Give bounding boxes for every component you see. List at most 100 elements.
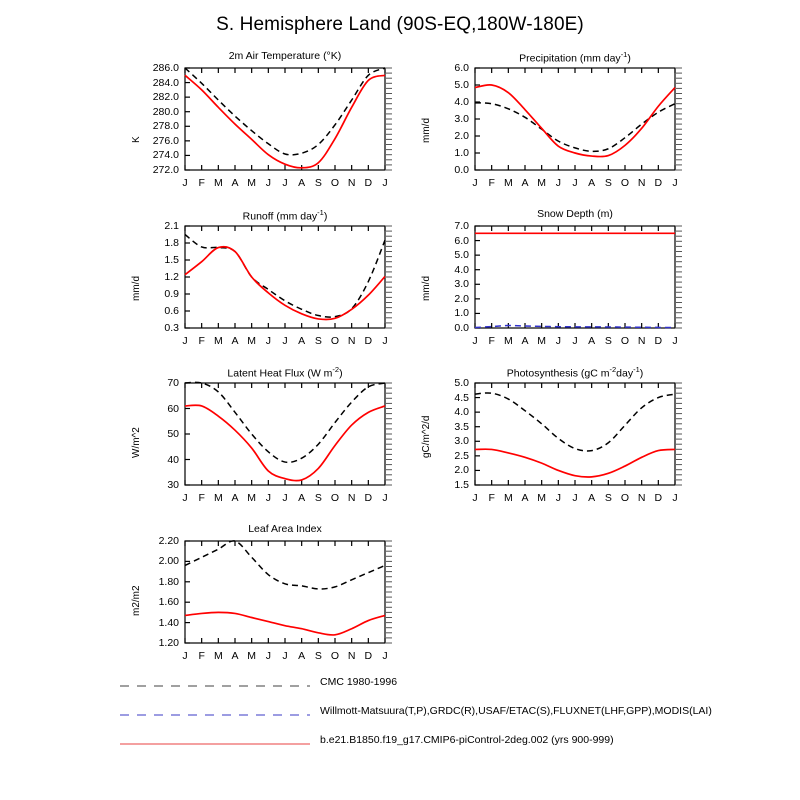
x-tick-label-month: M bbox=[503, 335, 513, 347]
x-tick-label-month: N bbox=[347, 492, 356, 504]
y-tick-label: 4.0 bbox=[454, 96, 469, 108]
plot-area-leaf-area-index bbox=[184, 540, 392, 644]
x-tick-label-month: N bbox=[347, 650, 356, 662]
x-tick-label-month: A bbox=[521, 335, 529, 347]
y-axis-label-latent-heat-flux: W/m^2 bbox=[131, 427, 142, 458]
page-title: S. Hemisphere Land (90S-EQ,180W-180E) bbox=[216, 14, 584, 35]
x-tick-label-month: J bbox=[265, 650, 271, 662]
x-tick-label-month: O bbox=[330, 335, 340, 347]
x-tick-label-month: O bbox=[330, 177, 340, 189]
plot-frame bbox=[474, 225, 676, 329]
x-tick-label-month: J bbox=[282, 492, 288, 504]
y-tick-label: 4.0 bbox=[454, 406, 469, 419]
x-tick-label-month: J bbox=[472, 492, 478, 504]
series-line-observation bbox=[474, 102, 676, 153]
x-tick-label-month: N bbox=[347, 335, 356, 347]
y-tick-label: 70 bbox=[167, 377, 179, 389]
x-tick-label-month: A bbox=[298, 335, 306, 347]
y-tick-label: 1.5 bbox=[454, 479, 469, 491]
y-tick-label: 274.0 bbox=[152, 149, 179, 162]
x-tick-label-month: J bbox=[555, 335, 561, 347]
x-tick-label-month: J bbox=[472, 335, 478, 347]
x-tick-label-month: N bbox=[347, 177, 356, 189]
plot-area-latent-heat-flux bbox=[184, 381, 392, 486]
x-tick-label-month: J bbox=[282, 650, 288, 662]
x-tick-label-month: M bbox=[213, 492, 223, 504]
x-tick-label-month: S bbox=[314, 177, 322, 189]
x-tick-label-month: M bbox=[503, 492, 513, 504]
x-tick-label-month: M bbox=[247, 335, 257, 347]
panel-title-precipitation: Precipitation (mm day-1) bbox=[519, 50, 631, 65]
x-tick-label-month: A bbox=[231, 335, 239, 347]
x-tick-label-month: J bbox=[265, 492, 271, 504]
x-tick-label-month: A bbox=[588, 177, 596, 189]
x-tick-label-month: J bbox=[382, 335, 388, 347]
y-tick-label: 0.6 bbox=[164, 305, 179, 317]
panel-title-photosynthesis: Photosynthesis (gC m-2day-1) bbox=[506, 365, 644, 380]
x-tick-label-month: J bbox=[182, 492, 188, 504]
y-tick-label: 6.0 bbox=[454, 234, 469, 247]
legend: CMC 1980-1996 Willmott-Matsuura(T,P),GRDC… bbox=[0, 676, 800, 763]
panel-runoff: Runoff (mm day-1) 0.3 0.6 0.9 1.2 1.5 1.8 2.1 mm… bbox=[125, 208, 400, 350]
panel-leaf-area-index: Leaf Area Index 1.20 1.40 1.60 1.80 2.00 2.20 m… bbox=[125, 523, 400, 665]
x-tick-label-month: A bbox=[298, 492, 306, 504]
x-tick-label-month: J bbox=[282, 177, 288, 189]
x-tick-label-month: J bbox=[265, 335, 271, 347]
x-tick-label-month: J bbox=[182, 177, 188, 189]
x-tick-label-month: M bbox=[213, 650, 223, 662]
x-tick-label-month: J bbox=[555, 492, 561, 504]
x-tick-label-month: N bbox=[637, 335, 646, 347]
x-tick-label-month: A bbox=[521, 492, 529, 504]
x-tick-label-month: A bbox=[588, 492, 596, 504]
x-tick-label-month: M bbox=[247, 177, 257, 189]
x-tick-label-month: D bbox=[654, 177, 663, 189]
x-tick-label-month: J bbox=[472, 177, 478, 189]
x-tick-label-month: A bbox=[521, 177, 529, 189]
y-tick-label: 1.40 bbox=[158, 616, 179, 629]
y-axis-label-snow-depth: mm/d bbox=[421, 276, 432, 301]
y-axis-label-precipitation: mm/d bbox=[421, 118, 432, 143]
series-line-observation bbox=[184, 67, 386, 156]
panel-precipitation: Precipitation (mm day-1) 0.0 1.0 2.0 3.0 4.0 5… bbox=[415, 50, 690, 192]
x-tick-label-month: S bbox=[604, 492, 612, 504]
x-tick-label-month: J bbox=[572, 177, 578, 189]
y-tick-label: 278.0 bbox=[152, 120, 179, 133]
x-tick-label-month: O bbox=[330, 650, 340, 662]
legend-entry-cmc: CMC 1980-1996 bbox=[0, 676, 800, 705]
x-tick-label-month: D bbox=[654, 335, 663, 347]
plot-area-air-temperature bbox=[184, 67, 392, 171]
x-tick-label-month: S bbox=[314, 335, 322, 347]
plot-frame bbox=[184, 225, 386, 329]
panel-title-latent-heat-flux: Latent Heat Flux (W m-2) bbox=[227, 365, 343, 380]
y-tick-label: 2.0 bbox=[454, 292, 469, 305]
x-tick-label-month: M bbox=[537, 335, 547, 347]
y-tick-label: 272.0 bbox=[152, 164, 179, 176]
y-tick-label: 2.1 bbox=[164, 220, 179, 232]
y-tick-label: 284.0 bbox=[152, 76, 179, 89]
panel-title-snow-depth: Snow Depth (m) bbox=[537, 208, 613, 220]
y-tick-label: 6.0 bbox=[454, 62, 469, 74]
series-line-model bbox=[474, 448, 676, 478]
y-axis-label-runoff: mm/d bbox=[131, 276, 142, 301]
y-tick-label: 1.20 bbox=[158, 637, 179, 649]
x-tick-label-month: A bbox=[231, 177, 239, 189]
x-tick-label-month: F bbox=[488, 492, 495, 504]
y-tick-label: 1.0 bbox=[454, 307, 469, 320]
y-tick-label: 2.0 bbox=[454, 130, 469, 142]
x-tick-label-month: D bbox=[654, 492, 663, 504]
y-tick-label: 282.0 bbox=[152, 91, 179, 104]
x-tick-label-month: J bbox=[672, 335, 678, 347]
y-tick-label: 2.5 bbox=[454, 449, 469, 462]
y-tick-label: 4.5 bbox=[454, 391, 469, 404]
x-tick-label-month: O bbox=[620, 335, 630, 347]
x-tick-label-month: D bbox=[364, 650, 373, 662]
y-tick-label: 0.9 bbox=[164, 288, 179, 300]
x-tick-label-month: O bbox=[620, 177, 630, 189]
y-tick-label: 0.3 bbox=[164, 322, 179, 334]
y-axis-label-photosynthesis: gC/m^2/d bbox=[421, 415, 432, 459]
y-tick-label: 7.0 bbox=[454, 220, 469, 232]
series-line-model bbox=[184, 404, 386, 482]
series-line-observation bbox=[184, 540, 386, 590]
y-tick-label: 2.0 bbox=[454, 464, 469, 477]
